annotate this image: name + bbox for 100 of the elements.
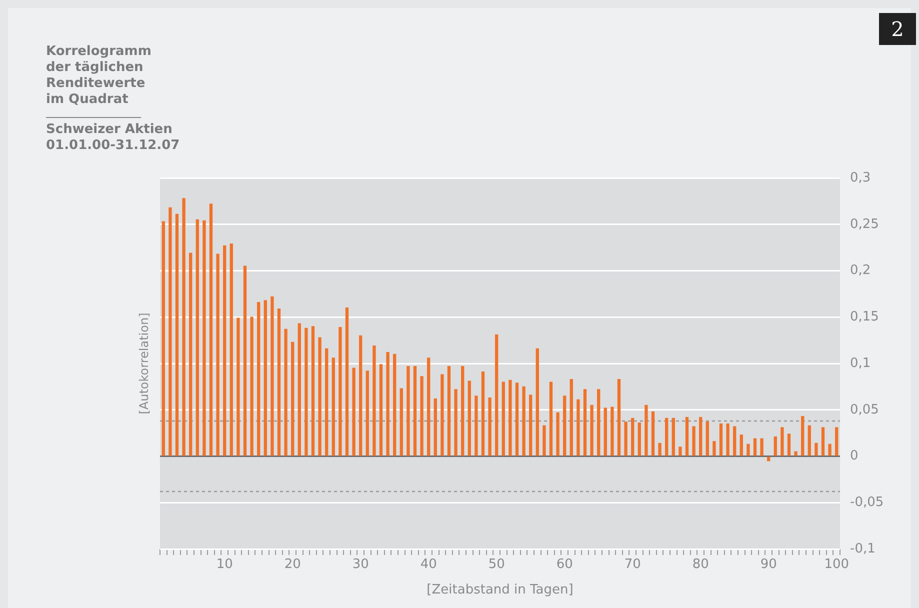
bar <box>474 396 478 456</box>
bar <box>270 296 274 456</box>
bar <box>706 422 709 456</box>
bar <box>767 456 770 462</box>
bar <box>678 446 682 456</box>
bar <box>379 364 383 456</box>
y-tick-label: 0,15 <box>850 310 879 324</box>
bar <box>610 406 614 456</box>
x-tick-label: 30 <box>352 557 369 572</box>
bar <box>495 334 498 456</box>
bar <box>515 382 519 456</box>
bar <box>835 427 838 456</box>
chart-subtitle: Schweizer Aktien 01.01.00-31.12.07 <box>46 122 180 154</box>
bar <box>352 368 356 456</box>
bar <box>712 441 716 456</box>
bar <box>583 389 587 456</box>
y-tick-label: -0,05 <box>850 495 884 510</box>
bar <box>236 318 240 456</box>
bar <box>563 396 566 456</box>
bar <box>162 221 165 456</box>
bar <box>359 335 362 456</box>
bar <box>821 427 825 456</box>
text: 2 <box>879 13 916 45</box>
bar <box>434 398 437 456</box>
bar <box>257 302 260 456</box>
bar <box>672 418 675 456</box>
bar <box>277 308 281 456</box>
x-tick-label: 90 <box>760 557 777 572</box>
bar <box>542 425 546 456</box>
bar <box>461 366 464 456</box>
bar <box>175 214 179 456</box>
bar <box>291 342 294 456</box>
bar <box>617 378 621 456</box>
bar <box>780 427 784 456</box>
bar <box>631 418 634 456</box>
bar <box>624 422 628 456</box>
bar <box>338 327 342 456</box>
bar <box>454 389 458 456</box>
bar <box>692 426 696 456</box>
bar <box>243 266 247 456</box>
bar <box>284 328 288 456</box>
y-tick-label: 0,05 <box>850 402 879 418</box>
bar <box>488 397 492 456</box>
bar <box>508 380 512 456</box>
chart-title: Korrelogramm der täglichen Renditewerte im Quadrat <box>46 44 152 108</box>
y-tick-label: 0,1 <box>850 356 871 371</box>
x-tick-label: 50 <box>488 557 505 572</box>
bar <box>366 370 369 456</box>
y-tick-label: 0,3 <box>850 170 871 186</box>
bar <box>168 207 172 456</box>
x-tick-label: 60 <box>556 557 573 572</box>
bar <box>794 451 798 456</box>
bar <box>400 388 403 456</box>
bar <box>699 416 702 456</box>
bar <box>209 204 213 456</box>
bar <box>386 352 390 456</box>
bar <box>318 337 322 456</box>
bar <box>556 412 560 456</box>
bar <box>182 198 186 456</box>
bar <box>536 348 539 456</box>
bar <box>644 404 648 456</box>
bar <box>304 328 308 456</box>
bar <box>808 425 811 456</box>
bar <box>264 300 267 456</box>
y-tick-label: 0 <box>850 448 858 464</box>
bar <box>406 366 410 456</box>
bar <box>665 418 668 456</box>
bar <box>202 220 206 456</box>
y-tick-label: -0,1 <box>850 541 876 556</box>
bar <box>481 372 485 456</box>
bar <box>298 323 301 456</box>
bar <box>604 408 607 456</box>
x-tick-label: 40 <box>420 557 437 572</box>
x-tick-label: 80 <box>692 557 709 572</box>
bar <box>828 444 832 456</box>
bar <box>719 423 723 456</box>
bar <box>658 442 662 456</box>
bar <box>393 354 396 456</box>
bar <box>740 434 743 456</box>
bar <box>638 422 641 456</box>
x-tick-label: 100 <box>824 557 850 572</box>
bar <box>549 382 553 456</box>
bar <box>250 316 254 456</box>
bar <box>529 394 532 456</box>
bar <box>502 382 505 456</box>
bar <box>753 438 757 456</box>
bar <box>189 252 192 456</box>
bar <box>787 434 791 456</box>
y-tick-label: 0,2 <box>850 263 871 278</box>
bar <box>760 438 764 456</box>
y-axis-title: [Autokorrelation] <box>137 312 152 414</box>
bar <box>651 411 655 456</box>
bar <box>685 416 689 456</box>
bar <box>230 244 233 456</box>
bar <box>570 378 573 456</box>
bar <box>216 254 220 456</box>
bar <box>420 376 424 456</box>
x-tick-label: 70 <box>624 557 641 572</box>
bar <box>801 416 804 456</box>
bar <box>332 358 335 456</box>
